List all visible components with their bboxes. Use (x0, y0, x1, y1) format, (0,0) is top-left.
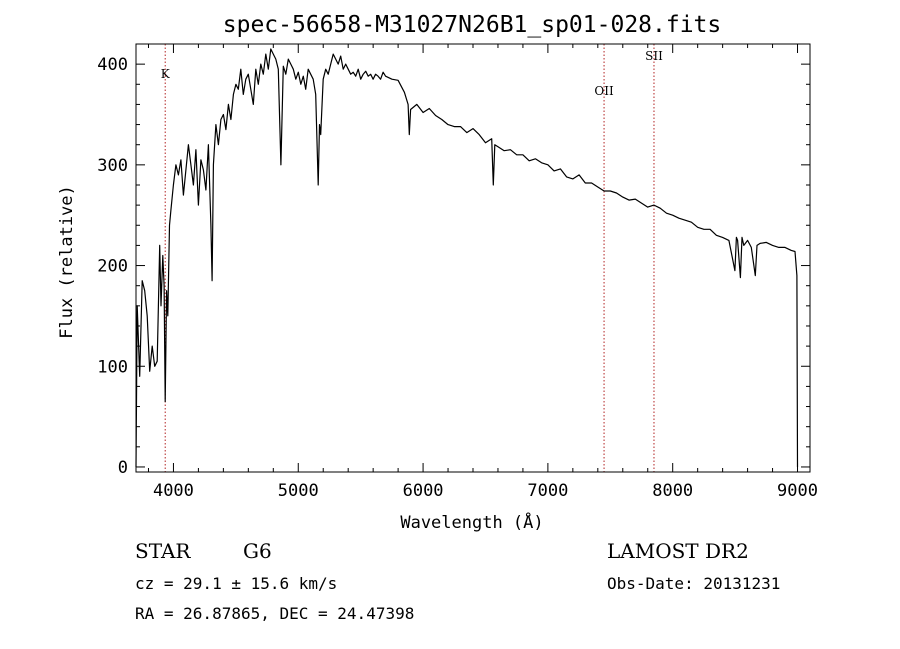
y-axis-label: Flux (relative) (57, 185, 77, 339)
y-tick-label: 400 (97, 55, 128, 75)
x-tick-label: 4000 (153, 481, 194, 501)
x-tick-label: 8000 (652, 481, 693, 501)
spectral-line-label: SII (645, 49, 663, 63)
x-tick-label: 5000 (278, 481, 319, 501)
x-tick-label: 7000 (527, 481, 568, 501)
y-tick-label: 100 (97, 357, 128, 377)
x-tick-label: 9000 (777, 481, 818, 501)
obs-date: Obs-Date: 20131231 (607, 574, 780, 593)
object-subclass: G6 (243, 539, 272, 563)
plot-frame (135, 43, 811, 473)
y-tick-label: 200 (97, 257, 128, 277)
spectral-line-label: K (161, 67, 171, 81)
object-class: STAR (135, 539, 191, 563)
y-tick-label: 300 (97, 156, 128, 176)
coordinates: RA = 26.87865, DEC = 24.47398 (135, 604, 414, 623)
redshift-info: cz = 29.1 ± 15.6 km/s (135, 574, 337, 593)
x-tick-label: 6000 (403, 481, 444, 501)
chart-title: spec-56658-M31027N26B1_sp01-028.fits (223, 12, 722, 38)
survey-name: LAMOST DR2 (607, 539, 749, 563)
data-layer (135, 48, 799, 468)
x-axis-label: Wavelength (Å) (400, 511, 543, 533)
spectral-line-markers: K OII SII (161, 44, 663, 472)
y-tick-label: 0 (118, 458, 128, 478)
axes: 4000 5000 6000 7000 8000 9000 0 100 200 300 400 (97, 44, 818, 501)
spectrum-series-line (135, 48, 799, 468)
spectral-line-label: OII (594, 84, 614, 98)
